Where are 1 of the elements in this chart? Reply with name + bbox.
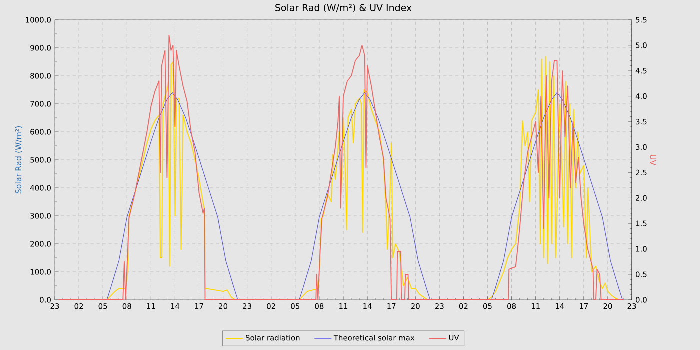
chart-title: Solar Rad (W/m²) & UV Index	[276, 4, 412, 13]
